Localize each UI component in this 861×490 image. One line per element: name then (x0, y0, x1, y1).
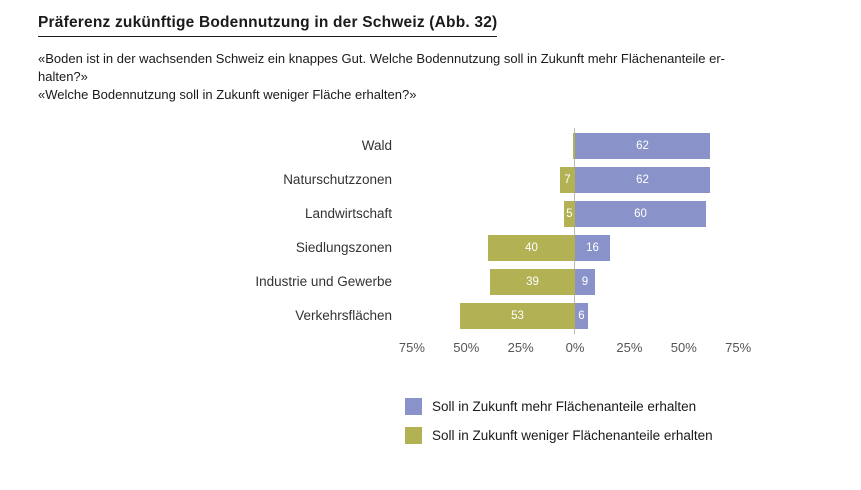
category-label: Siedlungszonen (295, 240, 392, 255)
subtitle-line-1: «Boden ist in der wachsenden Schweiz ein… (38, 51, 725, 66)
bar-less (488, 235, 575, 261)
bar-more (575, 303, 588, 329)
bar-value-label: 60 (634, 208, 647, 220)
x-tick-label: 50% (670, 340, 697, 355)
bar-value-label: 62 (636, 174, 649, 186)
bar-value-label: 16 (586, 242, 599, 254)
bar-value-label: 53 (511, 310, 524, 322)
bar-value-label: 9 (581, 276, 589, 288)
bar-value-label: 40 (525, 242, 538, 254)
legend: Soll in Zukunft mehr Flächenanteile erha… (405, 398, 713, 456)
legend-item: Soll in Zukunft weniger Flächenanteile e… (405, 427, 713, 444)
chart-subtitle: «Boden ist in der wachsenden Schweiz ein… (38, 50, 725, 104)
category-label: Naturschutzzonen (283, 172, 392, 187)
x-tick-label: 25% (507, 340, 534, 355)
bar-value-label: 39 (526, 276, 539, 288)
bar-value-label: 62 (636, 140, 649, 152)
legend-label: Soll in Zukunft weniger Flächenanteile e… (432, 428, 713, 443)
legend-label: Soll in Zukunft mehr Flächenanteile erha… (432, 399, 697, 414)
bar-more (575, 269, 595, 295)
bar-more (575, 201, 706, 227)
bar-more (575, 133, 710, 159)
bar-less (564, 201, 575, 227)
bar-value-label: 5 (566, 208, 573, 220)
zero-axis-line (574, 128, 575, 334)
category-label: Wald (361, 138, 392, 153)
bar-more (575, 235, 610, 261)
bar-less (573, 133, 575, 159)
legend-swatch (405, 427, 422, 444)
bar-value-label: 7 (564, 174, 571, 186)
bar-more (575, 167, 710, 193)
legend-swatch (405, 398, 422, 415)
x-tick-label: 75% (725, 340, 752, 355)
x-tick-label: 25% (616, 340, 643, 355)
x-tick-label: 75% (398, 340, 425, 355)
category-label: Landwirtschaft (304, 206, 392, 221)
bar-value-label: 6 (578, 310, 585, 322)
x-tick-label: 0% (565, 340, 585, 355)
x-tick-label: 50% (453, 340, 480, 355)
page-title: Präferenz zukünftige Bodennutzung in der… (38, 14, 498, 37)
bar-less (490, 269, 575, 295)
category-label: Verkehrsflächen (295, 308, 392, 323)
bar-less (460, 303, 575, 329)
subtitle-line-2: halten?» (38, 69, 88, 84)
category-label: Industrie und Gewerbe (255, 274, 392, 289)
subtitle-line-3: «Welche Bodennutzung soll in Zukunft wen… (38, 87, 417, 102)
bar-less (560, 167, 575, 193)
legend-item: Soll in Zukunft mehr Flächenanteile erha… (405, 398, 713, 415)
